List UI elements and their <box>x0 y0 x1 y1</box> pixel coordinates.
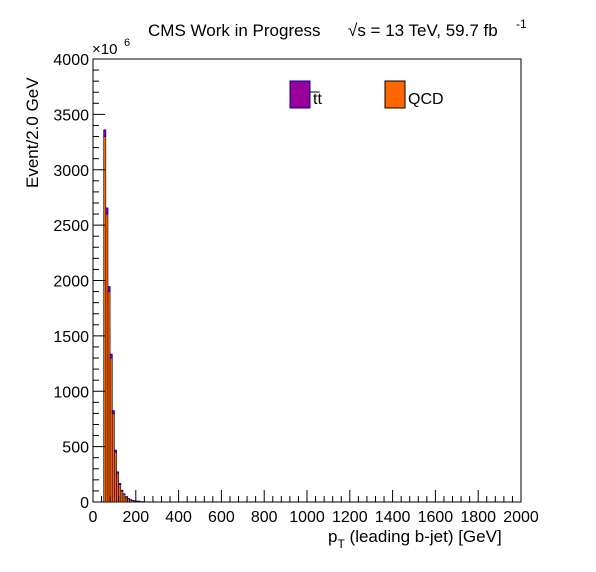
bar-qcd <box>109 357 113 503</box>
x-axis-label-main: p <box>328 527 337 546</box>
y-multiplier-exponent: 6 <box>124 37 130 49</box>
chart-title: CMS Work in Progress <box>148 21 321 40</box>
y-tick-label: 1500 <box>53 329 89 346</box>
x-axis-label-rest: (leading b-jet) [GeV] <box>345 527 502 546</box>
x-tick-label: 1400 <box>375 509 411 526</box>
x-axis-label-sub: T <box>337 537 345 551</box>
x-tick-label: 1800 <box>460 509 496 526</box>
bar-qcd <box>103 136 107 503</box>
y-axis-ticks: 0 500 1000 1500 2000 2500 3000 3500 4000 <box>53 52 105 512</box>
x-tick-label: 600 <box>208 509 235 526</box>
y-tick-label: 500 <box>62 440 89 457</box>
bar-ttbar <box>116 471 120 474</box>
legend: t̅t QCD <box>289 80 444 109</box>
bar-qcd <box>105 213 109 503</box>
lumi-label: √s = 13 TeV, 59.7 fb <box>348 21 498 40</box>
x-tick-label: 1600 <box>418 509 454 526</box>
y-tick-label: 1000 <box>53 384 89 401</box>
histogram-bars <box>103 129 154 503</box>
x-tick-label: 200 <box>122 509 149 526</box>
x-axis-label: pT (leading b-jet) [GeV] <box>328 527 502 551</box>
y-axis-label: Event/2.0 GeV <box>23 77 42 188</box>
plot-frame <box>92 58 522 503</box>
bar-ttbar <box>114 449 117 453</box>
y-tick-label: 2000 <box>53 274 89 291</box>
bar-ttbar <box>109 353 113 359</box>
x-tick-label: 800 <box>251 509 278 526</box>
legend-label-ttbar: t̅t <box>310 91 322 108</box>
bar-ttbar <box>107 286 111 292</box>
bar-ttbar <box>103 129 107 137</box>
bar-ttbar <box>105 207 109 215</box>
y-multiplier: ×10 <box>92 41 117 58</box>
bar-qcd <box>111 413 115 503</box>
bar-qcd <box>114 451 117 503</box>
x-tick-label: 1000 <box>289 509 325 526</box>
x-tick-label: 400 <box>165 509 192 526</box>
bar-qcd <box>122 493 126 503</box>
y-tick-label: 2500 <box>53 218 89 235</box>
x-tick-label: 1200 <box>332 509 368 526</box>
legend-swatch-qcd <box>384 80 406 109</box>
y-tick-label: 0 <box>80 495 89 512</box>
x-tick-label: 0 <box>89 509 98 526</box>
y-tick-label: 3000 <box>53 163 89 180</box>
lumi-exponent: -1 <box>516 17 527 31</box>
bar-ttbar <box>111 410 115 414</box>
bar-ttbar <box>120 489 124 492</box>
y-tick-label: 4000 <box>53 52 89 69</box>
bar-ttbar <box>118 482 122 485</box>
y-tick-label: 3500 <box>53 107 89 124</box>
legend-label-qcd: QCD <box>408 91 444 108</box>
bar-qcd <box>120 490 124 503</box>
x-axis-ticks: 0 200 400 600 800 1000 1200 1400 1600 1800 2000 <box>89 490 539 526</box>
x-tick-label: 2000 <box>503 509 539 526</box>
bar-qcd <box>107 291 111 503</box>
legend-swatch-ttbar <box>289 80 311 109</box>
